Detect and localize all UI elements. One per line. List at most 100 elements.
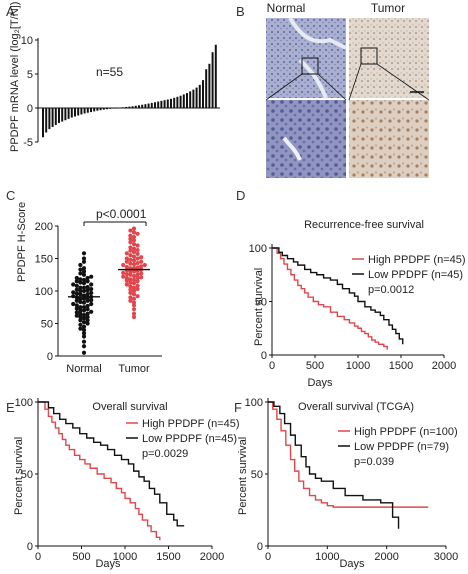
panel-c-dot-normal <box>81 350 87 355</box>
panel-e-pvalue: p=0.0029 <box>142 448 188 460</box>
panel-c-dot-normal <box>74 287 79 292</box>
panel-a-bar <box>115 108 118 109</box>
panel-c-group-normal: Normal <box>66 363 101 375</box>
panel-c-dot-normal <box>81 296 87 301</box>
panel-c-dot-tumor <box>131 300 137 305</box>
panel-c-dot-tumor <box>124 275 129 281</box>
panel-d-ytick-label: 0 <box>261 350 267 362</box>
panel-c-dot-tumor <box>131 262 137 267</box>
panel-c-dot-tumor <box>131 314 137 320</box>
panel-label-a: A <box>6 4 15 19</box>
panel-c-dot-normal <box>81 256 87 261</box>
panel-c-dot-tumor <box>135 275 140 281</box>
panel-c-group-tumor: Tumor <box>118 363 150 375</box>
panel-a-ytick-label: -5 <box>23 137 33 149</box>
panel-c-dot-tumor <box>139 264 144 269</box>
panel-a-waterfall-chart: PPDPF mRNA level (log₂[T/N]) n=55 -5 0 5 10 <box>9 2 220 152</box>
panel-c-dot-tumor <box>124 256 129 261</box>
panel-c-dot-tumor <box>131 273 137 279</box>
panel-c-dot-tumor <box>131 269 137 274</box>
panel-c-dot-tumor <box>135 279 140 284</box>
panel-c-dot-tumor <box>131 292 137 297</box>
panel-c-dot-normal <box>78 277 83 282</box>
panel-c-dot-tumor <box>124 272 129 277</box>
panel-c-dot-normal <box>81 339 87 344</box>
panel-e-xtick-label: 0 <box>35 551 41 563</box>
panel-c-dot-normal <box>78 305 83 310</box>
panel-label-d: D <box>236 188 245 203</box>
panel-e-xtick-label: 2000 <box>200 551 224 563</box>
panel-a-bar <box>131 106 134 108</box>
panel-d-xlabel: Days <box>307 377 333 389</box>
panel-f-low-ppdpf-line <box>268 401 400 529</box>
panel-c-dot-tumor <box>128 240 133 245</box>
panel-c-dot-normal <box>71 282 76 287</box>
panel-a-bar <box>74 108 76 117</box>
panel-a-bar <box>42 108 44 138</box>
panel-c-dot-normal <box>81 308 87 313</box>
panel-c-dot-tumor <box>131 249 137 255</box>
panel-c-dot-normal <box>85 285 90 290</box>
panel-c-ytick-label: 100 <box>35 286 53 298</box>
panel-c-pvalue: p<0.0001 <box>96 207 147 221</box>
panel-c-dot-normal <box>89 274 94 279</box>
panel-c-hscore-dotplot: PPDPF H-Score p<0.0001 0 50 100 150 200 Norm… <box>16 202 162 375</box>
panel-e-xtick-label: 1000 <box>113 551 137 563</box>
panel-a-bar <box>147 103 150 108</box>
panel-c-dot-normal <box>78 308 83 313</box>
panel-a-bar <box>141 104 144 108</box>
panel-c-dot-normal <box>89 298 94 303</box>
panel-a-bar <box>154 102 156 108</box>
panel-c-dot-tumor <box>139 275 144 280</box>
panel-f-ylabel: Percent survival <box>237 437 249 515</box>
panel-d-xtick-label: 500 <box>306 360 324 372</box>
panel-c-dot-normal <box>78 318 83 323</box>
panel-c-dot-tumor <box>135 265 140 270</box>
panel-a-bar <box>208 63 211 108</box>
panel-a-bar <box>70 108 73 118</box>
panel-e-xtick-label: 500 <box>72 551 90 563</box>
panel-c-dot-tumor <box>142 262 147 268</box>
panel-c-dot-tumor <box>124 282 129 287</box>
panel-c-dot-normal <box>81 259 87 264</box>
panel-c-dot-normal <box>89 290 94 296</box>
panel-a-bar <box>138 105 140 108</box>
panel-c-dot-tumor <box>139 259 144 264</box>
panel-c-dot-tumor <box>135 286 140 292</box>
panel-c-dot-normal <box>81 269 87 274</box>
panel-c-dot-normal <box>81 331 87 336</box>
panel-a-bar <box>160 100 163 108</box>
panel-c-dot-tumor <box>131 307 137 312</box>
panel-f-xlabel: Days <box>339 558 365 570</box>
panel-c-ylabel: PPDPF H-Score <box>16 202 28 282</box>
panel-c-dot-tumor <box>128 284 133 289</box>
panel-c-dot-tumor <box>131 281 137 286</box>
panel-d-title: Recurrence-free survival <box>304 219 424 231</box>
panel-c-dot-normal <box>81 281 87 286</box>
panel-d-legend-high: High PPDPF (n=45) <box>368 254 466 266</box>
panel-c-dot-normal <box>78 280 83 285</box>
panel-d-xtick-label: 1500 <box>389 360 413 372</box>
panel-a-bar <box>77 108 80 116</box>
panel-b-normal-header: Normal <box>267 1 306 15</box>
panel-c-dot-tumor <box>131 254 137 259</box>
panel-b-ihc-images: Normal Tumor <box>265 1 430 178</box>
panel-a-bar <box>163 100 166 108</box>
panel-c-dot-tumor <box>128 248 133 253</box>
panel-a-bar <box>102 108 105 110</box>
panel-e-title: Overall survival <box>92 401 167 413</box>
panel-d-xtick-label: 1000 <box>346 360 370 372</box>
panel-c-dot-normal <box>81 277 87 283</box>
panel-c-dot-normal <box>78 322 83 327</box>
panel-c-dot-normal <box>81 251 87 256</box>
panel-a-bar <box>170 98 172 108</box>
panel-c-dot-tumor <box>124 264 129 270</box>
panel-c-dot-normal <box>89 286 94 292</box>
panel-c-dot-normal <box>78 311 83 316</box>
panel-c-dot-tumor <box>121 270 126 275</box>
panel-a-bar <box>51 108 54 128</box>
panel-c-dot-normal <box>81 320 87 325</box>
panel-label-e: E <box>6 400 15 415</box>
panel-d-legend-low: Low PPDPF (n=45) <box>368 269 463 281</box>
